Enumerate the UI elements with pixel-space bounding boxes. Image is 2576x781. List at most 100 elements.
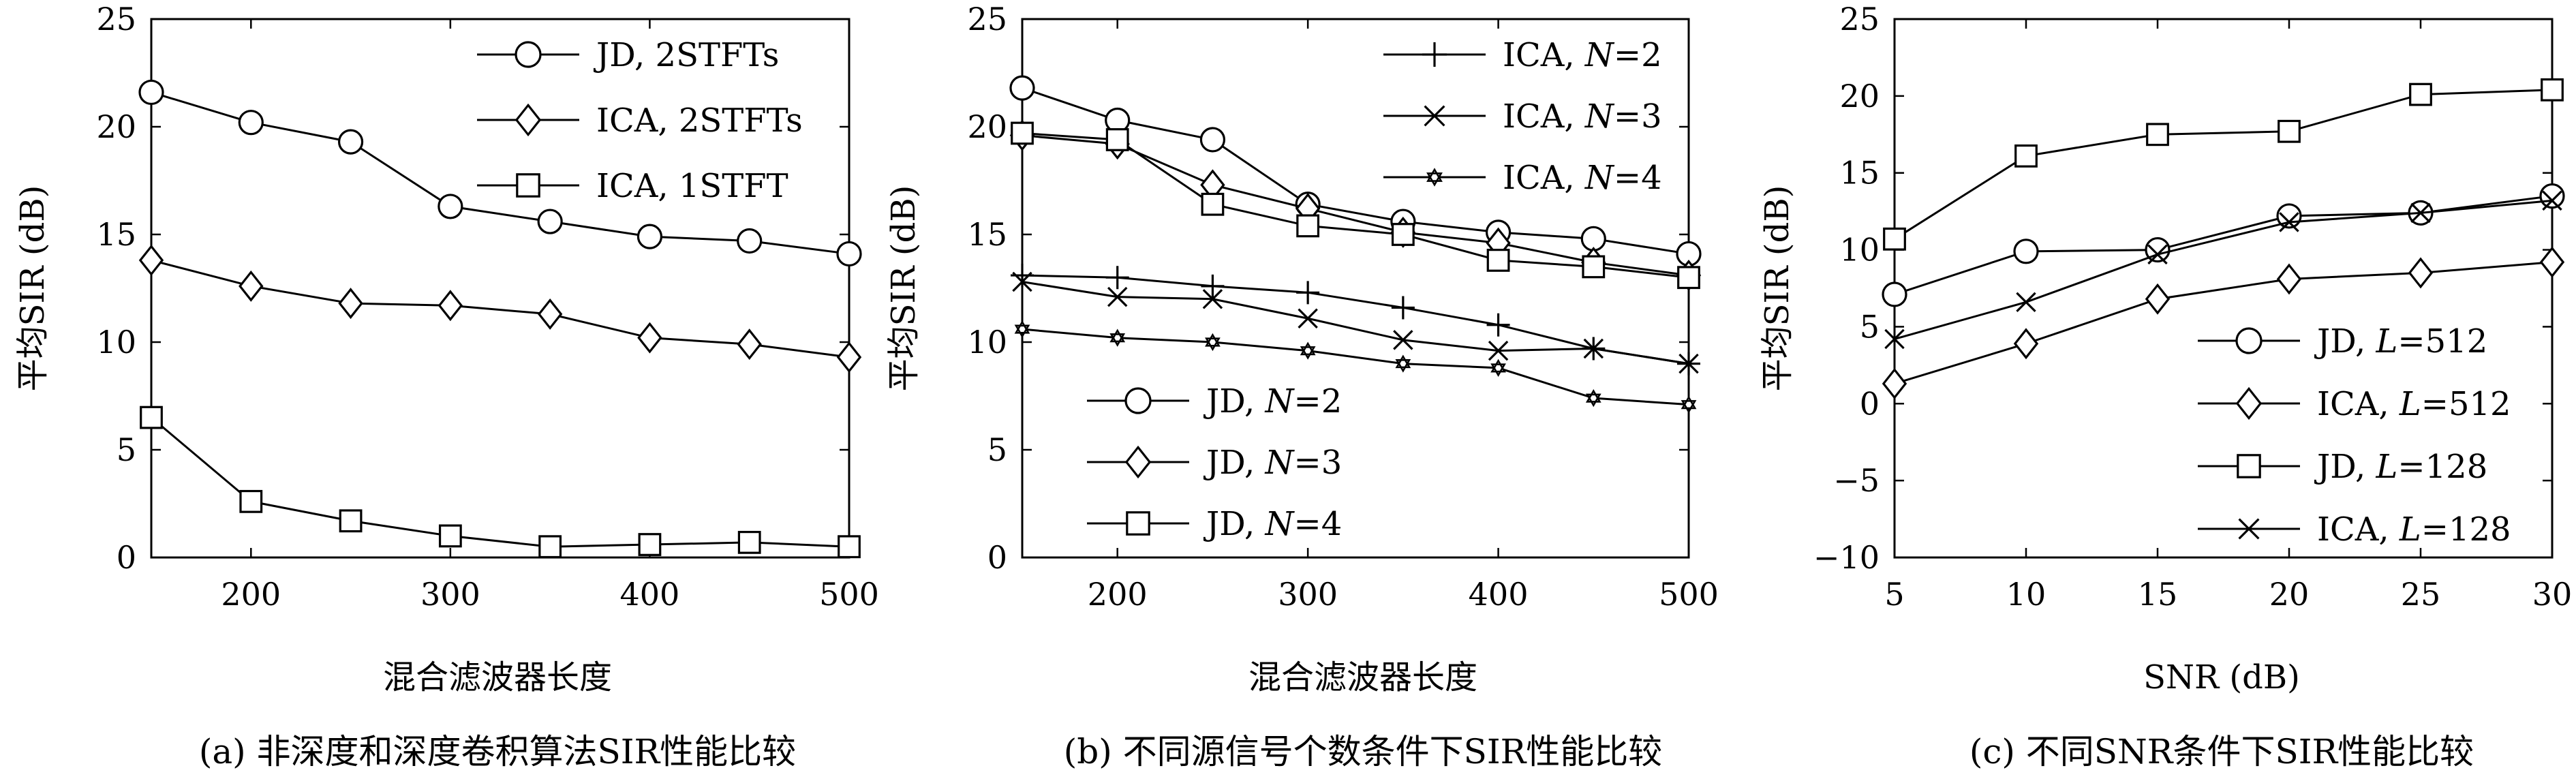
square-marker [2409,82,2432,106]
y-tick-label: 10 [96,324,136,361]
x-tick-label: 30 [2532,576,2573,613]
circle-marker [515,41,542,68]
series-line [1022,87,1689,255]
y-tick-label: 20 [967,108,1007,145]
legend-entry: JD, 2STFTs [477,36,779,74]
square-marker [1201,192,1225,216]
legend-label: JD, L=128 [2314,448,2487,486]
series-circle [138,79,862,267]
diamond-marker [2145,283,2171,315]
x-marker [2147,244,2168,265]
x-marker [1488,340,1509,361]
square-marker [239,489,263,513]
square-marker [140,405,163,429]
legend-label-suffix: =2 [1294,382,1343,420]
y-tick-label: 5 [987,431,1007,468]
y-tick-label: 25 [1839,1,1880,37]
legend-label-variable: N [1265,382,1295,420]
legend-entry: JD, N=2 [1087,382,1342,420]
square-marker [1105,128,1129,151]
x-tick-label: 300 [420,576,480,613]
chart-panel-a: 200 300 400 500 0 5 10 15 20 25 混合滤波器长度 平均SIR (dB) (… [14,1,879,771]
x-marker [1107,286,1128,307]
series-star [1014,320,1697,414]
legend-label: ICA, 2STFTs [596,102,803,140]
square-marker [1883,227,1906,251]
circle-marker [2013,239,2039,264]
legend-entry: ICA, L=128 [2198,510,2511,549]
y-tick-label: 25 [967,1,1007,37]
series-x [1012,271,1699,374]
series-x [1884,190,2562,350]
y-tick-label: 5 [1860,308,1880,345]
x-tick-label: 400 [1469,576,1529,613]
legend-label-variable: N [1584,159,1615,197]
series-line [151,416,850,548]
y-tick-label: 5 [117,431,136,468]
legend-entry: JD, N=3 [1087,444,1342,482]
legend-label-suffix: =128 [2397,448,2487,486]
square-marker [2237,454,2261,478]
diamond-marker [2235,386,2263,420]
series-square [1883,78,2564,251]
star-marker [1300,346,1316,360]
legend-label-prefix: ICA, [2317,510,2399,549]
plus-marker [1391,296,1415,320]
circle-marker [1124,387,1152,414]
star-marker [1395,359,1411,373]
legend-label-prefix: JD, [1203,444,1266,482]
legend-label-variable: N [1265,444,1295,482]
legend-label: ICA, L=512 [2317,385,2511,423]
legend-label-variable: N [1584,36,1615,74]
x-marker [2410,202,2431,224]
y-tick-label: 0 [1860,385,1880,422]
diamond-marker [1882,367,1907,399]
x-marker [1012,271,1032,292]
legend-label: JD, N=4 [1203,505,1342,543]
x-tick-label: 15 [2138,576,2178,613]
series-line [151,259,850,358]
diamond-marker [537,298,563,330]
legend-label: JD, L=512 [2314,322,2487,361]
circle-marker [737,228,763,254]
series-circle [1882,183,2565,307]
legend-label-variable: N [1265,505,1295,543]
legend-label-variable: L [2376,448,2398,486]
y-tick-label: 15 [96,216,136,253]
square-marker [1677,266,1700,290]
square-marker [538,535,562,559]
star-marker [1585,393,1601,408]
y-tick-label: 20 [1839,78,1880,114]
legend-label: ICA, N=3 [1503,97,1662,136]
x-axis-label: 混合滤波器长度 [1248,658,1477,696]
star-marker [1490,363,1506,378]
square-marker [2541,78,2564,102]
plot-area-frame [150,18,850,559]
series-line [1022,328,1689,406]
legend-entry: ICA, N=2 [1383,36,1662,74]
y-tick-label: 0 [117,539,136,576]
series-square [1011,121,1700,290]
series-line [1022,132,1689,279]
y-tick-label: 15 [1839,155,1880,192]
diamond-marker [515,103,542,137]
legend-entry: ICA, N=3 [1383,97,1662,136]
diamond-marker [2013,328,2039,360]
circle-marker [2235,327,2263,354]
square-marker [1582,255,1606,279]
legend-entry: ICA, 2STFTs [477,102,803,140]
legend-label-suffix: =512 [2421,385,2511,423]
series-line [151,91,850,255]
x-marker [1424,105,1445,127]
legend-label-variable: L [2399,510,2421,549]
legend-label-prefix: JD, [1203,505,1266,543]
square-marker [516,173,540,198]
series-diamond [1882,246,2565,399]
legend-label-prefix: ICA, [1503,159,1585,197]
legend-label-variable: L [2399,385,2421,423]
y-axis-label: 平均SIR (dB) [1758,185,1796,392]
legend-label-suffix: =3 [1614,97,1662,136]
x-marker [2238,518,2260,540]
x-tick-label: 200 [221,576,281,613]
circle-marker [1882,281,1907,307]
